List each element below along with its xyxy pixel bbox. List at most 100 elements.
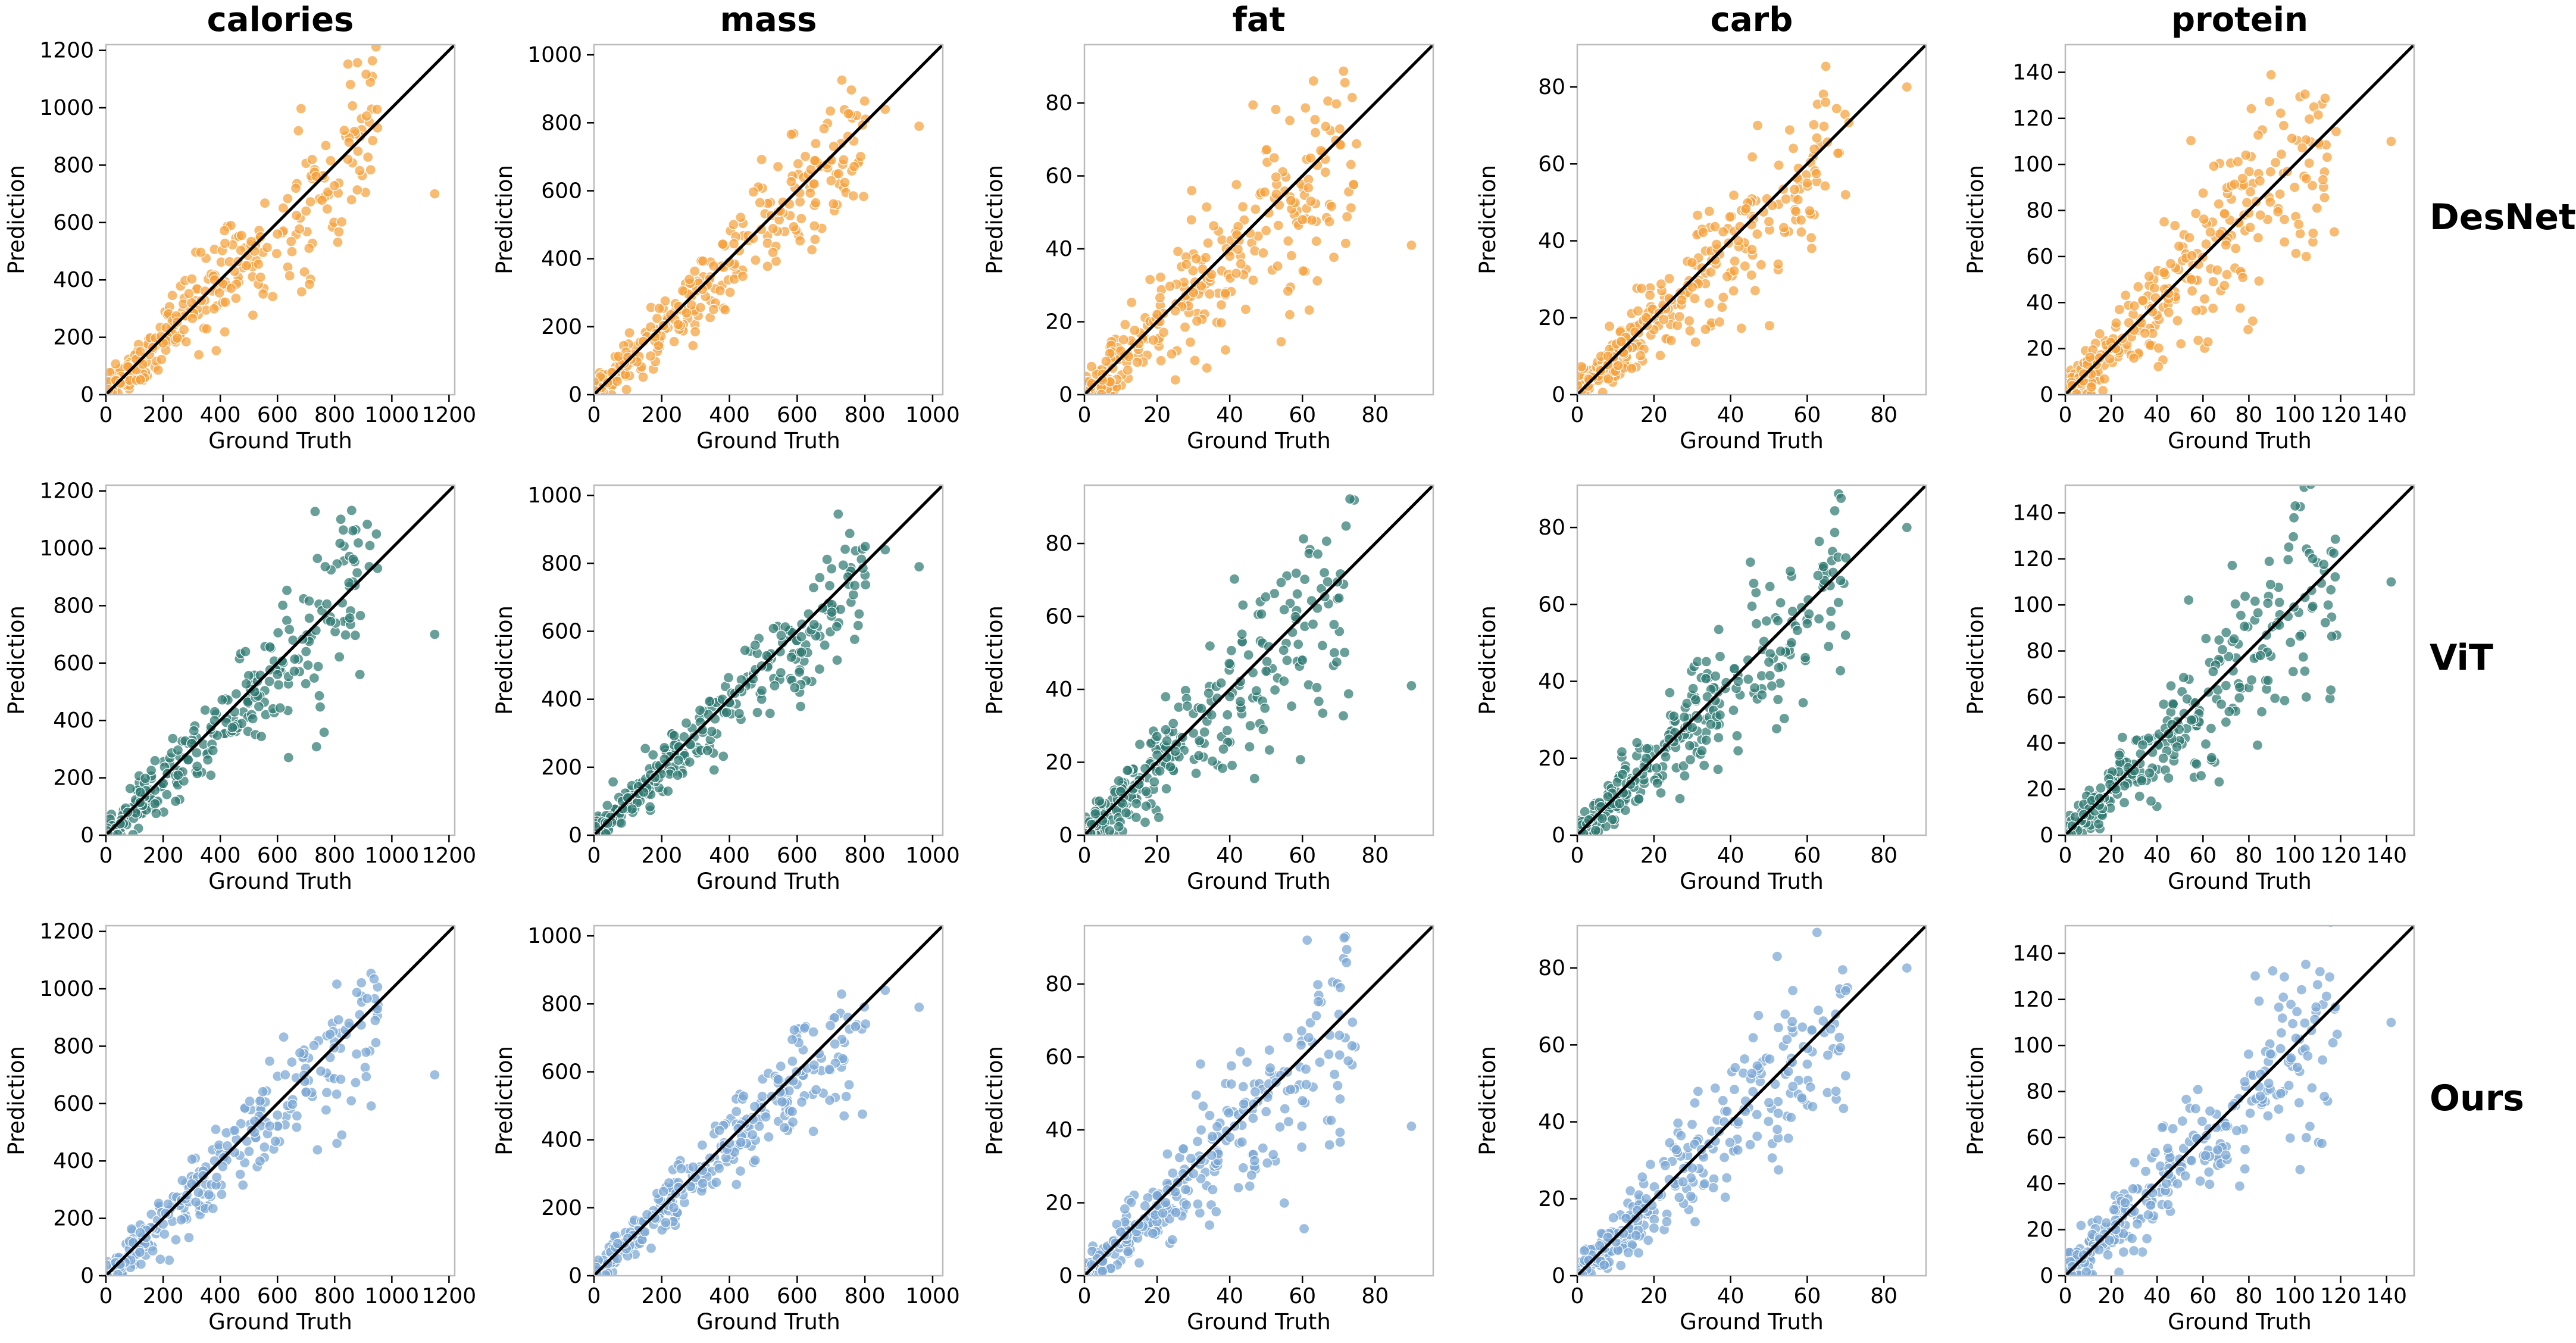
data-point — [258, 288, 269, 299]
x-tick-label: 400 — [200, 1284, 241, 1308]
data-point — [253, 701, 264, 713]
data-point — [365, 164, 376, 176]
data-point — [723, 672, 734, 683]
data-point — [1302, 935, 1313, 946]
y-tick-label: 1200 — [39, 920, 94, 944]
data-point — [756, 1091, 768, 1102]
data-point — [342, 58, 354, 70]
x-axis-label: Ground Truth — [2168, 869, 2312, 894]
data-point — [772, 161, 784, 173]
data-point — [763, 1131, 774, 1143]
data-point — [2119, 797, 2130, 808]
data-point — [1295, 1039, 1307, 1051]
data-point — [1825, 620, 1836, 632]
data-point — [1298, 266, 1309, 277]
column-title-fat: fat — [1233, 1, 1286, 39]
x-tick-label: 0 — [1078, 844, 1092, 868]
data-point — [739, 645, 751, 656]
data-point — [808, 1059, 820, 1071]
data-point — [855, 151, 867, 162]
x-axis-label: Ground Truth — [696, 869, 840, 894]
data-point — [1296, 1025, 1307, 1036]
data-point — [1746, 244, 1758, 255]
data-point — [236, 230, 247, 241]
data-point — [612, 1238, 624, 1249]
data-point — [2297, 651, 2309, 663]
y-tick-label: 80 — [1045, 91, 1073, 115]
data-point — [697, 1178, 708, 1189]
data-point — [170, 1234, 182, 1245]
identity-line — [1084, 485, 1433, 835]
data-point — [2229, 179, 2240, 190]
data-point — [2330, 571, 2341, 583]
data-point — [1192, 1136, 1203, 1147]
data-point — [1351, 138, 1362, 149]
data-point — [287, 1098, 298, 1110]
data-point — [2265, 579, 2276, 590]
data-point — [680, 717, 692, 729]
data-point — [2078, 809, 2089, 820]
data-point — [1328, 647, 1340, 658]
data-point — [429, 629, 440, 640]
data-point — [1157, 1207, 1168, 1219]
data-point — [1211, 1206, 1222, 1217]
data-point — [1184, 336, 1196, 348]
data-point — [1747, 1086, 1759, 1097]
data-point — [1687, 1162, 1698, 1174]
data-point — [1305, 196, 1317, 207]
data-point — [235, 1169, 246, 1180]
data-point — [1139, 817, 1151, 828]
x-tick-label: 0 — [99, 1284, 113, 1308]
data-point — [2252, 129, 2264, 140]
data-point — [294, 223, 305, 235]
data-point — [1685, 1191, 1696, 1202]
data-point — [1787, 1016, 1798, 1027]
data-point — [1713, 732, 1724, 744]
data-point — [677, 285, 689, 296]
data-point — [2196, 1116, 2208, 1127]
data-point — [2214, 634, 2225, 646]
data-point — [235, 1118, 246, 1129]
y-tick-label: 0 — [1059, 1264, 1073, 1288]
data-point — [776, 1096, 788, 1107]
data-point — [2158, 216, 2170, 227]
data-point — [1296, 1141, 1308, 1153]
y-tick-label: 0 — [1059, 383, 1073, 407]
x-tick-label: 60 — [1289, 1284, 1316, 1308]
data-point — [1206, 268, 1217, 280]
data-point — [1696, 745, 1708, 757]
data-point — [201, 323, 212, 335]
data-point — [254, 1095, 265, 1107]
data-point — [1339, 646, 1350, 658]
data-point — [1406, 1120, 1417, 1132]
x-tick-label: 0 — [1078, 1284, 1092, 1308]
data-point — [1321, 536, 1332, 547]
data-point — [1652, 777, 1663, 789]
data-point — [1086, 361, 1098, 372]
data-point — [293, 125, 304, 136]
data-point — [1170, 745, 1181, 757]
data-point — [738, 1091, 749, 1102]
plot-frame — [1576, 925, 1927, 1277]
data-point — [1281, 655, 1293, 666]
data-point — [1699, 760, 1710, 771]
data-point — [230, 688, 242, 699]
data-point — [1320, 167, 1331, 178]
data-point — [2178, 672, 2189, 683]
data-point — [304, 279, 315, 290]
data-point — [1193, 750, 1205, 761]
data-point — [159, 1229, 170, 1240]
data-point — [291, 1122, 302, 1133]
data-point — [846, 85, 857, 96]
data-point — [331, 1088, 342, 1100]
y-tick-label: 1200 — [39, 479, 94, 504]
data-point — [1771, 723, 1782, 735]
data-point — [1090, 808, 1101, 820]
data-point — [2220, 680, 2231, 691]
data-point — [331, 978, 343, 990]
data-point — [2217, 644, 2228, 655]
data-point — [1651, 762, 1662, 774]
data-point — [361, 993, 373, 1004]
data-point — [1341, 944, 1352, 955]
data-point — [852, 620, 864, 631]
